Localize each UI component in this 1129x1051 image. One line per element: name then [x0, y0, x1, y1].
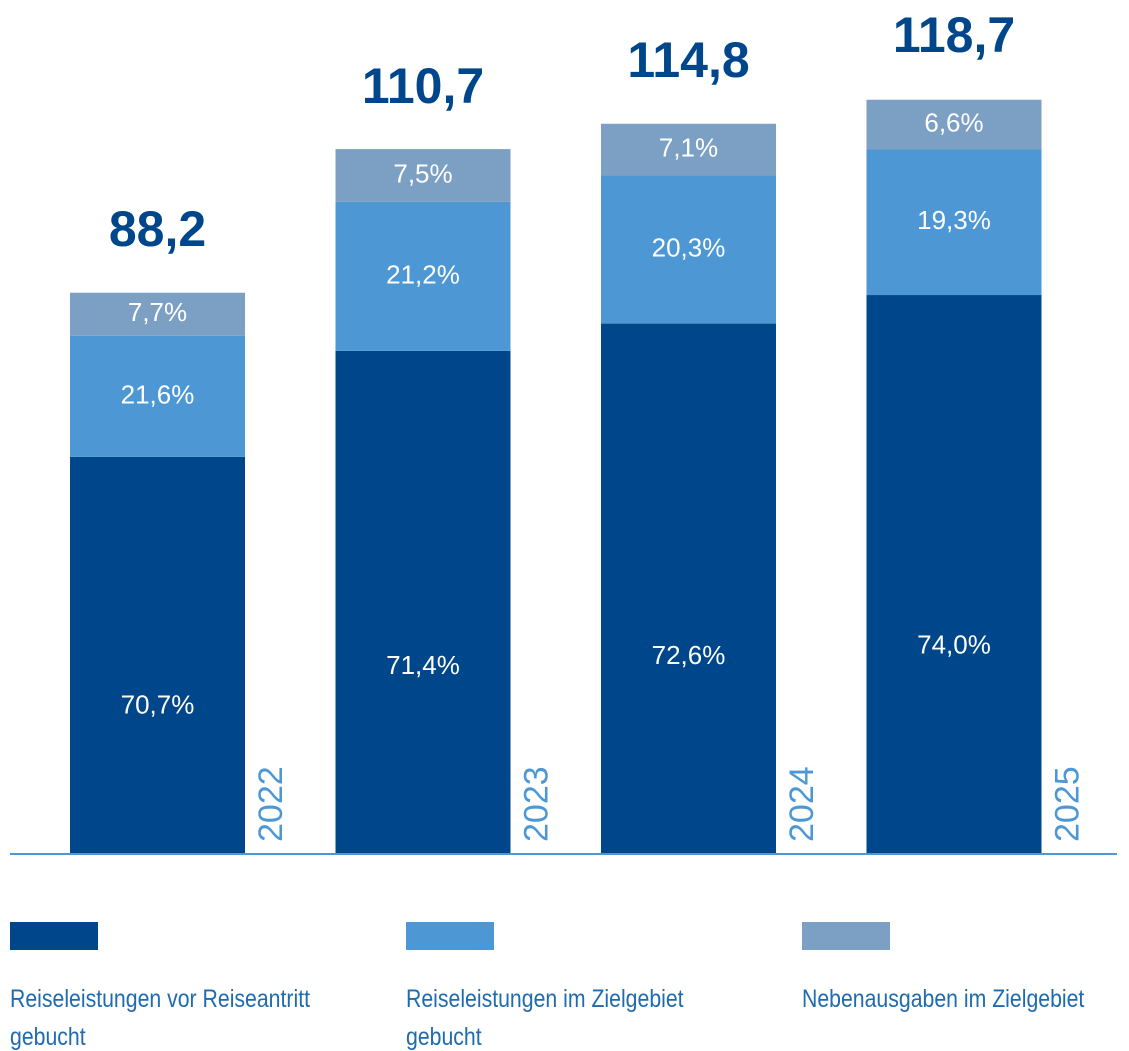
segment-label: 72,6% [652, 640, 726, 670]
bar-segment [70, 335, 245, 457]
legend-swatch [10, 922, 98, 950]
segment-label: 19,3% [917, 205, 991, 235]
segment-label: 6,6% [924, 108, 983, 138]
total-label: 118,7 [893, 7, 1015, 63]
legend-label: Reiseleistungen vor Reiseantritt gebucht [10, 985, 311, 1051]
bar-segment [335, 350, 511, 853]
segment-label: 21,2% [386, 259, 460, 289]
year-label: 2023 [517, 766, 555, 842]
year-label: 2022 [252, 766, 290, 842]
legend-label: Nebenausgaben im Zielgebiet [802, 985, 1085, 1013]
segment-label: 74,0% [917, 629, 991, 659]
bar-segment [866, 99, 1042, 150]
segment-label: 20,3% [652, 232, 726, 262]
bar-segment [335, 201, 511, 351]
legend-swatch [802, 922, 890, 950]
bar-segment [70, 456, 245, 853]
legend-swatch [406, 922, 494, 950]
segment-label: 7,5% [393, 158, 452, 188]
bar-segment [601, 323, 776, 853]
legend-label: Reiseleistungen im Zielgebiet gebucht [406, 985, 684, 1051]
year-label: 2025 [1048, 766, 1086, 842]
bar-segment [601, 175, 776, 324]
total-label: 114,8 [627, 32, 749, 88]
total-label: 88,2 [109, 201, 206, 257]
bar-segment [866, 295, 1042, 853]
total-label: 110,7 [362, 58, 484, 114]
segment-label: 70,7% [121, 689, 195, 719]
bar-segment [601, 123, 776, 176]
bar-segment [335, 149, 511, 202]
segment-label: 7,7% [128, 297, 187, 327]
segment-label: 21,6% [121, 379, 195, 409]
bar-segment [866, 149, 1042, 296]
segment-label: 7,1% [659, 133, 718, 163]
year-label: 2024 [783, 766, 821, 842]
segment-label: 71,4% [386, 650, 460, 680]
bar-segment [70, 292, 245, 336]
